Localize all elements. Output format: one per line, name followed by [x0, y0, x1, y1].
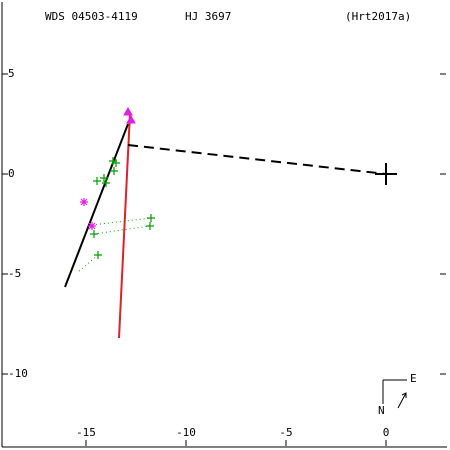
plus-marker [93, 177, 101, 185]
asterisk-marker [88, 222, 96, 230]
solid-line [64, 123, 129, 288]
compass-arrowhead [401, 392, 407, 398]
chart-subtitle: HJ 3697 [185, 10, 231, 23]
reference: (Hrt2017a) [345, 10, 411, 23]
plus-marker [102, 179, 110, 187]
plus-marker [112, 159, 120, 167]
plus-marker [146, 222, 154, 230]
triangle-marker [123, 106, 133, 116]
dashed-line [127, 144, 387, 175]
x-tick-label: -10 [176, 426, 196, 439]
solid-line [118, 112, 131, 339]
plus-marker [90, 230, 98, 238]
asterisk-marker [80, 198, 88, 206]
y-tick-label: -5 [8, 267, 21, 280]
bigplus-marker [375, 163, 397, 185]
plus-marker [110, 167, 118, 175]
plus-marker [94, 251, 102, 259]
dotted-line [77, 217, 152, 273]
y-tick-label: 5 [8, 67, 15, 80]
x-tick-label: -15 [76, 426, 96, 439]
compass-n: N [378, 404, 385, 417]
x-tick-label: -5 [279, 426, 292, 439]
compass-e: E [410, 372, 417, 385]
y-tick-label: -10 [8, 367, 28, 380]
plus-marker [147, 214, 155, 222]
y-tick-label: 0 [8, 167, 15, 180]
compass-arrow [397, 392, 407, 409]
plus-marker [100, 174, 108, 182]
x-tick-label: 0 [383, 426, 390, 439]
triangle-marker [126, 114, 136, 124]
compass: N E [378, 372, 417, 417]
chart-title: WDS 04503-4119 [45, 10, 138, 23]
